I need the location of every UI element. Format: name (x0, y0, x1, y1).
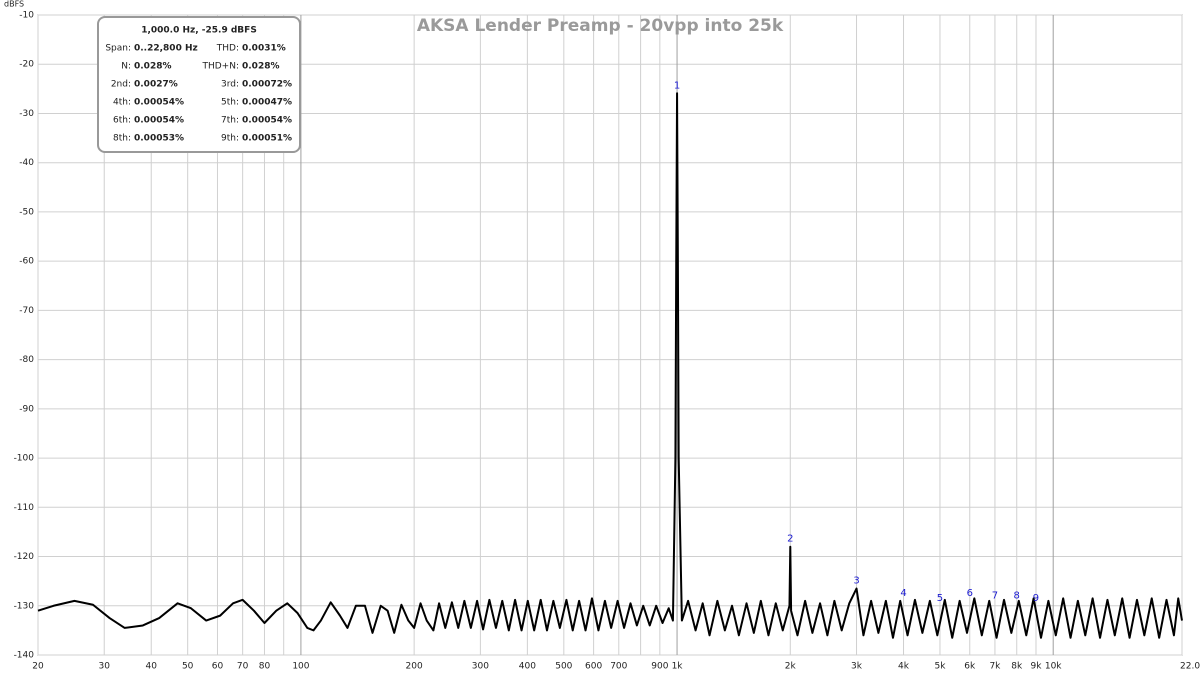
x-tick-label: 80 (259, 662, 271, 672)
info-label: Span: (105, 44, 131, 54)
harmonic-marker: 1 (674, 80, 680, 91)
info-label: 7th: (221, 116, 239, 126)
info-value: 0.00047% (242, 98, 292, 108)
y-axis-label: dBFS (4, 0, 24, 9)
plot: 1 2 3 4 5 6 7 8 9 (37, 80, 1183, 639)
info-label: 3rd: (221, 80, 239, 90)
spectrum-line (37, 92, 1183, 639)
x-tick-label: 40 (146, 662, 158, 672)
x-tick-label: 300 (472, 662, 489, 672)
x-tick-label: 4k (898, 662, 910, 672)
x-tick-label: 600 (585, 662, 602, 672)
info-label: N: (121, 62, 131, 72)
harmonic-marker: 8 (1014, 590, 1020, 601)
info-label: 4th: (113, 98, 131, 108)
info-label: 9th: (221, 134, 239, 144)
harmonic-marker: 3 (853, 576, 859, 587)
x-tick-label: 50 (182, 662, 194, 672)
info-box-frame (97, 16, 301, 153)
y-tick-label: -70 (19, 306, 34, 316)
harmonic-marker: 5 (937, 593, 943, 604)
x-tick-label: 6k (964, 662, 976, 672)
x-tick-label: 1k (672, 662, 684, 672)
x-tick-label: 2k (785, 662, 797, 672)
x-tick-label: 22.0k Hz (1180, 662, 1200, 672)
harmonic-marker: 2 (787, 534, 793, 545)
x-tick-label: 5k (934, 662, 946, 672)
x-tick-label: 500 (555, 662, 572, 672)
grid (37, 14, 1183, 656)
info-value: 0.028% (134, 62, 172, 72)
info-box: 1,000.0 Hz, -25.9 dBFS Span: 0..22,800 Hz… (97, 16, 301, 153)
info-value: 0.028% (242, 62, 280, 72)
info-value: 0.0027% (134, 80, 178, 90)
info-value: 0..22,800 Hz (134, 44, 198, 54)
info-label: THD: (216, 44, 239, 54)
y-tick-label: -100 (14, 454, 35, 464)
x-tick-label: 60 (212, 662, 224, 672)
y-tick-label: -110 (14, 503, 35, 513)
info-value: 0.00054% (242, 116, 292, 126)
harmonic-marker: 7 (992, 590, 998, 601)
x-tick-label: 200 (406, 662, 423, 672)
info-header: 1,000.0 Hz, -25.9 dBFS (141, 26, 257, 36)
x-tick-label: 900 (651, 662, 668, 672)
y-tick-label: -10 (19, 11, 34, 21)
info-label: 8th: (113, 134, 131, 144)
info-value: 0.00053% (134, 134, 184, 144)
info-label: THD+N: (201, 62, 239, 72)
y-tick-label: -90 (19, 404, 34, 414)
x-tick-label: 400 (519, 662, 536, 672)
y-tick-label: -140 (14, 651, 35, 661)
x-tick-label: 20 (32, 662, 44, 672)
x-tick-label: 7k (989, 662, 1001, 672)
info-value: 0.0031% (242, 44, 286, 54)
x-tick-label: 100 (292, 662, 309, 672)
x-tick-label: 3k (851, 662, 863, 672)
info-value: 0.00054% (134, 116, 184, 126)
harmonic-marker: 6 (967, 588, 973, 599)
harmonic-marker: 9 (1033, 593, 1039, 604)
y-tick-label: -80 (19, 355, 34, 365)
y-tick-label: -20 (19, 60, 34, 70)
info-label: 2nd: (111, 80, 131, 90)
chart-title: AKSA Lender Preamp - 20vpp into 25k (417, 16, 784, 36)
y-tick-label: -60 (19, 257, 34, 267)
info-label: 6th: (113, 116, 131, 126)
info-label: 5th: (221, 98, 239, 108)
harmonic-marker: 4 (900, 588, 906, 599)
x-tick-label: 10k (1045, 662, 1062, 672)
info-value: 0.00072% (242, 80, 292, 90)
x-tick-label: 700 (610, 662, 627, 672)
x-tick-label: 30 (99, 662, 111, 672)
x-tick-label: 70 (237, 662, 249, 672)
y-tick-label: -50 (19, 207, 34, 217)
info-value: 0.00054% (134, 98, 184, 108)
info-value: 0.00051% (242, 134, 292, 144)
x-tick-label: 8k (1011, 662, 1023, 672)
y-tick-label: -30 (19, 109, 34, 119)
y-tick-label: -130 (14, 601, 35, 611)
y-tick-label: -120 (14, 552, 35, 562)
y-tick-label: -40 (19, 158, 34, 168)
x-tick-label: 9k (1031, 662, 1043, 672)
